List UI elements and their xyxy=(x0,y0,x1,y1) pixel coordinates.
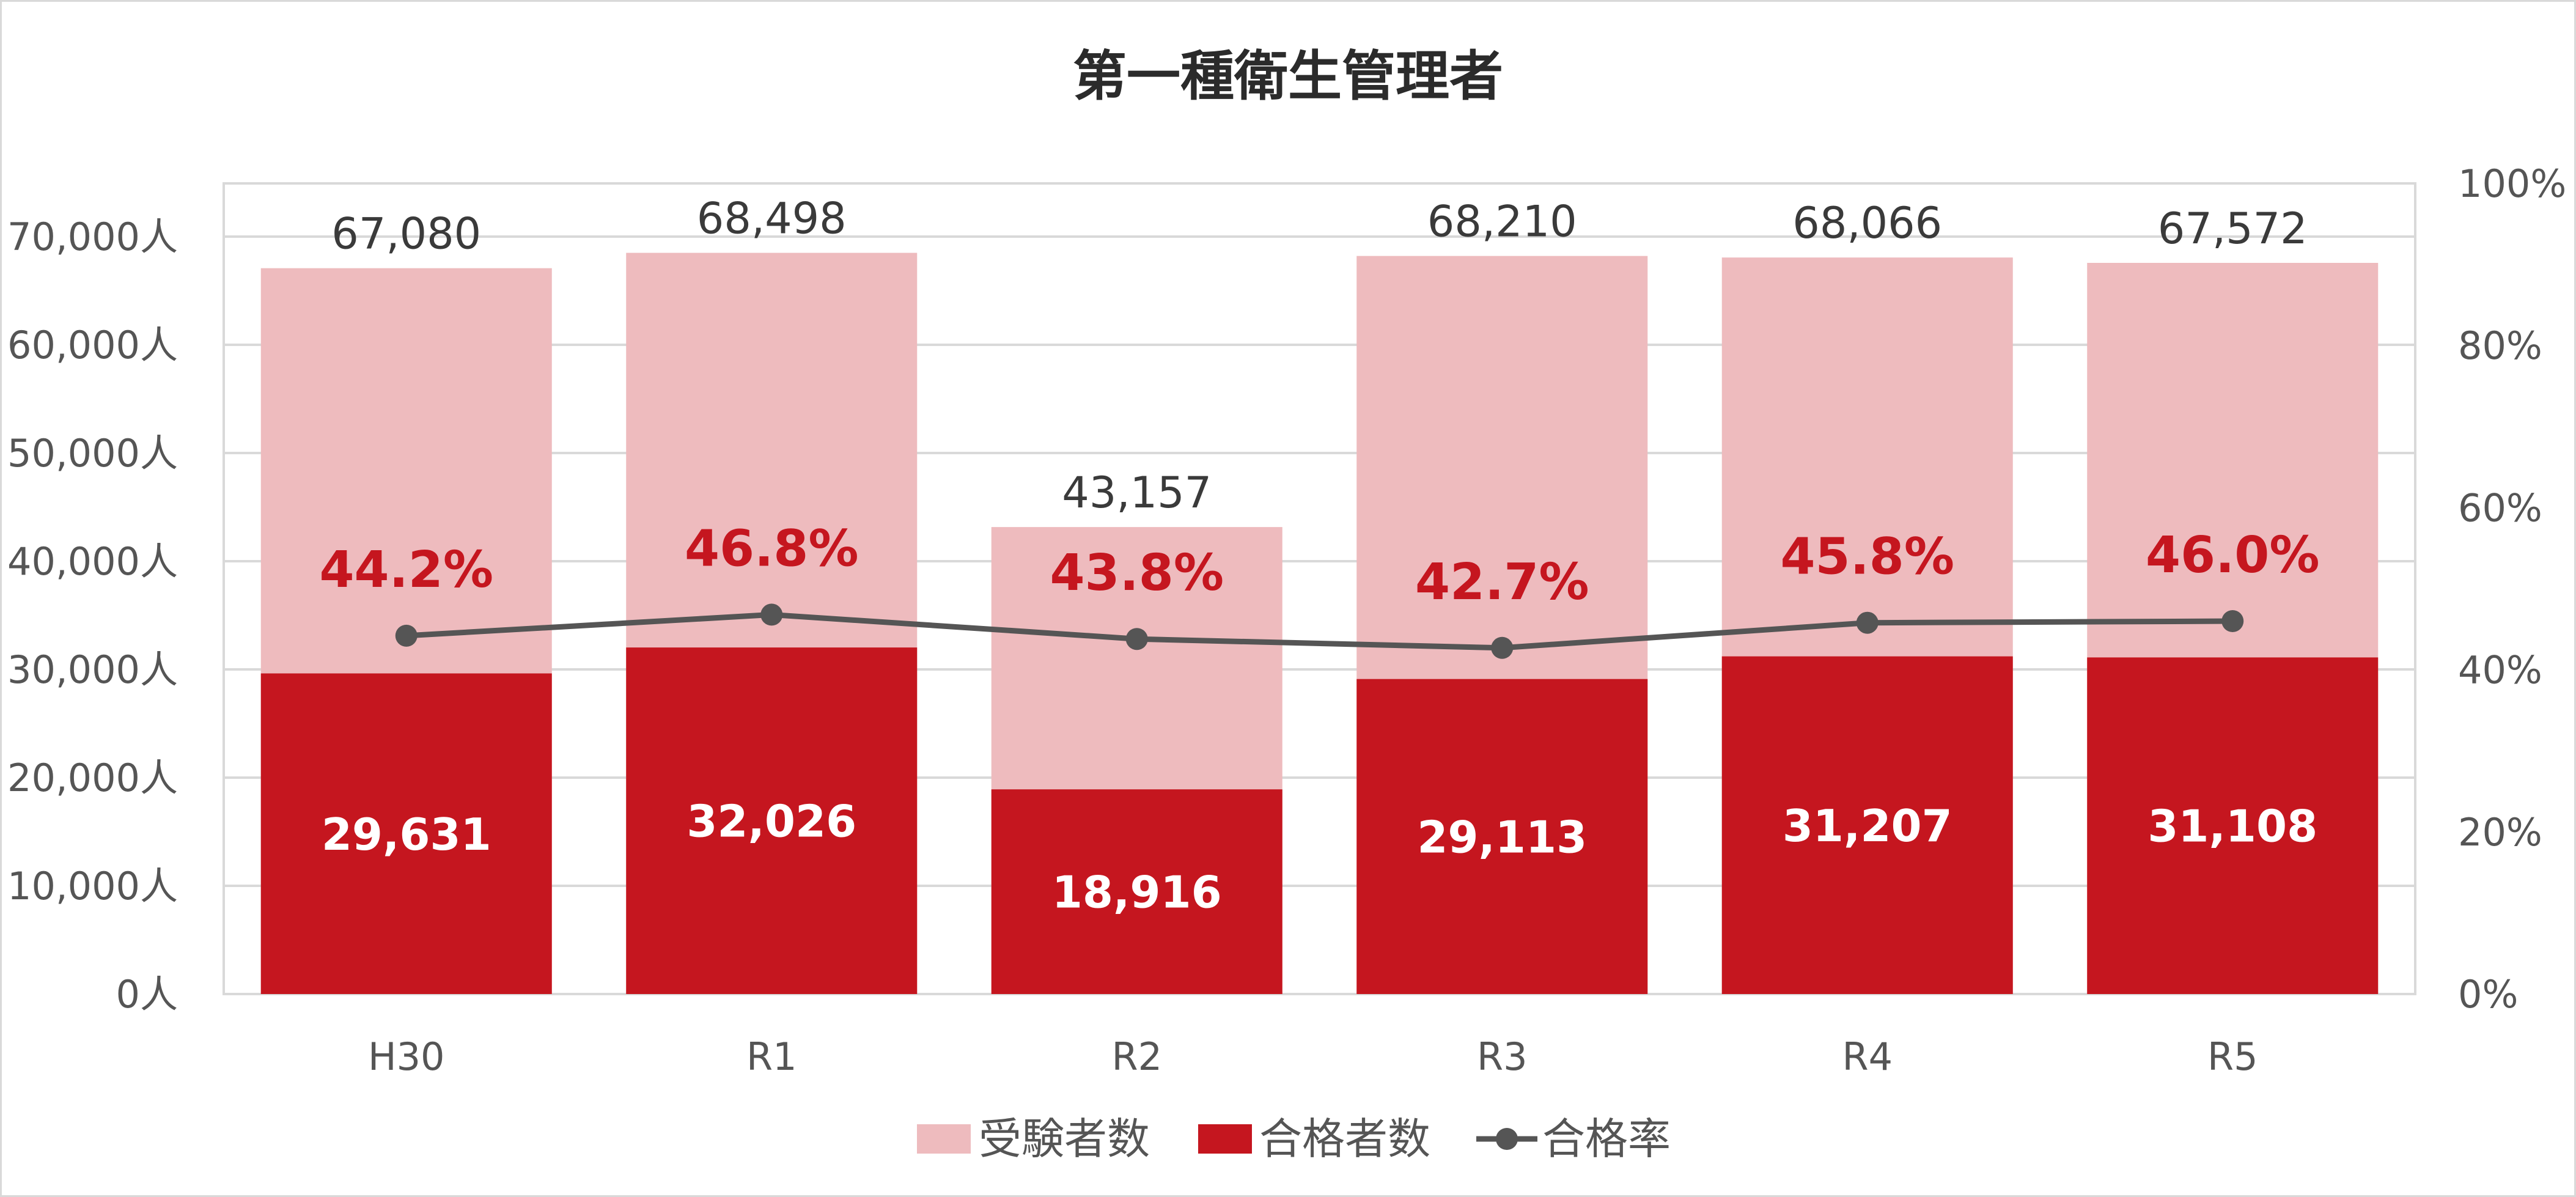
legend-applicants-label: 受験者数 xyxy=(979,1114,1150,1164)
applicants-value-label: 67,572 xyxy=(2158,204,2308,254)
chart-title: 第一種衛生管理者 xyxy=(1073,45,1503,108)
passers-value-label: 31,207 xyxy=(1783,800,1952,852)
x-tick-label: R1 xyxy=(746,1034,797,1079)
y-left-tick-label: 50,000人 xyxy=(7,431,178,476)
passers-value-label: 29,631 xyxy=(322,809,491,860)
passers-bar xyxy=(1356,679,1648,994)
y-right-tick-label: 80% xyxy=(2458,323,2542,368)
y-right-tick-label: 0% xyxy=(2458,972,2518,1017)
legend-pass-rate-label: 合格率 xyxy=(1542,1114,1671,1164)
gridlines xyxy=(224,235,2415,995)
y-left-tick-label: 10,000人 xyxy=(7,864,178,908)
passers-value-label: 32,026 xyxy=(686,796,856,847)
applicants-value-label: 43,157 xyxy=(1062,468,1212,518)
x-tick-label: R3 xyxy=(1477,1034,1528,1079)
y-left-tick-label: 40,000人 xyxy=(7,539,178,584)
passers-bar xyxy=(260,673,552,994)
applicants-value-label: 67,080 xyxy=(331,209,481,259)
x-tick-label: H30 xyxy=(368,1034,445,1079)
x-tick-label: R5 xyxy=(2207,1034,2258,1079)
pass-rate-line-group xyxy=(395,603,2244,659)
pass-rate-value-label: 43.8% xyxy=(1050,544,1224,602)
pass-rate-value-label: 42.7% xyxy=(1415,553,1589,611)
plot-area-border xyxy=(223,182,2416,995)
passers-bar xyxy=(1721,656,2013,994)
passers-bar xyxy=(626,647,918,994)
applicants-value-label: 68,498 xyxy=(697,194,847,244)
passers-value-label: 29,113 xyxy=(1417,811,1587,863)
pass-rate-line xyxy=(406,611,2233,651)
y-right-tick-label: 40% xyxy=(2458,648,2542,693)
y-left-tick-label: 60,000人 xyxy=(7,323,178,367)
legend-pass-rate-marker xyxy=(1496,1128,1518,1150)
applicants-value-label: 68,066 xyxy=(1792,198,1942,248)
passers-bar xyxy=(2087,657,2379,994)
y-right-tick-label: 60% xyxy=(2458,485,2542,530)
legend-passers-label: 合格者数 xyxy=(1259,1114,1430,1164)
axis-labels-group: 0人 10,000人 20,000人 30,000人 40,000人 50,000人 60,… xyxy=(7,161,2566,1079)
passers-bar xyxy=(991,789,1282,994)
pass-rate-value-label: 44.2% xyxy=(320,541,493,599)
y-left-tick-label: 20,000人 xyxy=(7,756,178,800)
x-tick-label: R4 xyxy=(1842,1034,1893,1079)
pass-rate-point xyxy=(1856,611,1879,634)
pass-rate-point xyxy=(760,603,783,626)
legend-applicants-swatch xyxy=(917,1124,971,1154)
x-tick-label: R2 xyxy=(1111,1034,1162,1079)
pass-rate-point xyxy=(1125,628,1148,650)
legend-passers-swatch xyxy=(1198,1124,1252,1154)
y-right-tick-label: 100% xyxy=(2458,161,2566,206)
y-right-tick-label: 20% xyxy=(2458,810,2542,855)
pass-rate-value-label: 45.8% xyxy=(1781,528,1954,586)
data-labels-group: 67,080 68,498 43,157 68,210 68,066 67,572 29,6… xyxy=(320,194,2320,918)
y-left-tick-label: 30,000人 xyxy=(7,647,178,692)
passers-value-label: 18,916 xyxy=(1052,867,1222,918)
legend: 受験者数 合格者数 合格率 xyxy=(917,1114,1671,1164)
pass-rate-value-label: 46.0% xyxy=(2146,526,2319,584)
pass-rate-value-label: 46.8% xyxy=(685,520,858,578)
y-left-tick-label: 70,000人 xyxy=(7,215,178,259)
y-left-tick-label: 0人 xyxy=(116,972,178,1017)
passers-value-label: 31,108 xyxy=(2147,801,2317,852)
applicants-value-label: 68,210 xyxy=(1427,197,1577,247)
pass-rate-point xyxy=(2221,610,2244,633)
pass-rate-point xyxy=(1491,636,1514,659)
pass-rate-point xyxy=(395,624,418,647)
